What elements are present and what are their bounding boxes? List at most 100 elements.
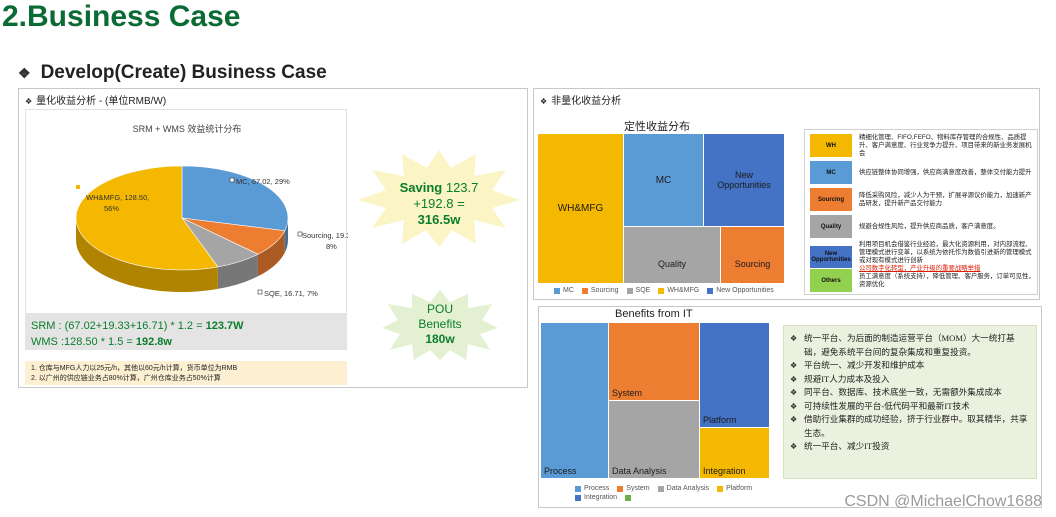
diamond-bullet-icon: ❖ [790, 388, 798, 397]
saving-value: 123.7 [445, 180, 479, 195]
nonquant-row-desc-text: 利用项目机会借鉴行业经验，最大化资源利用，对内部流程、管理模式进行变革，以系统为… [859, 241, 1032, 264]
legend-swatch-icon [581, 287, 588, 294]
legend-swatch-icon [575, 485, 581, 492]
pie-side-sqe [217, 254, 258, 289]
calc-wms: WMS :128.50 * 1.5 = 192.8w [31, 334, 341, 350]
nq-legend-item: New Opportunities [707, 287, 774, 294]
pie-label-marker-mc [229, 177, 235, 183]
pie-side-whmfg [76, 218, 218, 292]
saving-line2: +192.8 = [413, 196, 465, 211]
notes-box: 1. 仓库与MFG人力以25元/h，其他以60元/h计算，货币单位为RMB 2.… [25, 361, 347, 385]
diamond-bullet-icon: ❖ [18, 65, 31, 81]
nonquant-row-desc: 规避合规性风险，提升供应商品质，客户满意度。 [859, 223, 1035, 231]
diamond-bullet-icon: ❖ [790, 415, 798, 424]
nonquant-row-desc: 降低采购风险，减少人为干预，扩展寻源议价能力，加速新产品研发，提升新产品交付能力 [859, 192, 1035, 208]
qualitative-treemap: WH&MFG MC New Opportunities Quality Sour… [538, 134, 784, 283]
treemap-cell-quality: Quality [624, 227, 720, 283]
nonquant-row: Sourcing 降低采购风险，减少人为干预，扩展寻源议价能力，加速新产品研发，提… [809, 187, 1035, 212]
pie-data-label-sourcing: 8% [326, 242, 337, 251]
legend-swatch-icon [717, 485, 724, 492]
page-title: 2.Business Case [2, 0, 241, 33]
legend-label: System [626, 485, 650, 492]
legend-label: Process [584, 485, 610, 492]
it-benefit-list: ❖ 统一平台、为后面的制造运营平台（MOM）大一统打基础，避免系统平台间的复杂集成… [783, 325, 1037, 479]
pie-chart-title: SRM + WMS 效益统计分布 [132, 124, 242, 134]
nq-legend-item: SQE [626, 287, 650, 294]
pou-line2: Benefits [418, 317, 462, 331]
note-2: 2. 以广州的供应链业务占80%计算，广州仓库业务占50%计算 [31, 375, 221, 382]
treemap-title: 定性收益分布 [624, 121, 690, 133]
pie-side-sourcing [257, 230, 285, 277]
pou-burst-shape [382, 290, 498, 360]
pie-data-label-sqe: SQE, 16.71, 7% [264, 289, 318, 298]
saving-text: Saving 123.7 +192.8 = 316.5w [376, 180, 502, 228]
pie-slice-mc [181, 165, 289, 232]
it-cell-data-analysis: Data Analysis [609, 401, 699, 478]
legend-label: Integration [584, 494, 618, 501]
nonquant-row-desc: 利用项目机会借鉴行业经验，最大化资源利用，对内部流程、管理模式进行变革，以系统为… [859, 241, 1035, 273]
pie-side-mc [284, 218, 288, 253]
nonquant-row-desc-text: 降低采购风险，减少人为干预，扩展寻源议价能力，加速新产品研发，提升新产品交付能力 [859, 191, 1032, 207]
nonquant-row-desc: 精细化管理、FIFO,FEFO、物料库存管理的合规性、品质提升、客户满意度、行业… [859, 134, 1035, 158]
pie-label-marker-sqe [257, 289, 263, 295]
nonquant-row: New Opportunities 利用项目机会借鉴行业经验，最大化资源利用，对内… [809, 241, 1035, 273]
nonquant-row-desc-text: 规避合规性风险，提升供应商品质，客户满意度。 [859, 222, 1000, 230]
nonquant-row-desc-text: 精细化管理、FIFO,FEFO、物料库存管理的合规性、品质提升、客户满意度、行业… [859, 133, 1032, 157]
saving-burst-shape [358, 150, 520, 247]
saving-burst [358, 150, 520, 247]
it-legend-item: Platform [717, 485, 752, 492]
diamond-bullet-icon: ❖ [790, 401, 798, 411]
diamond-bullet-icon: ❖ [790, 442, 798, 451]
it-label-system: System [612, 388, 643, 398]
pou-value: 180w [425, 332, 455, 346]
treemap-cell-mc: MC [624, 134, 703, 226]
it-benefit-text: 同平台、数据库、技术底坐一致，无需额外集成成本 [804, 387, 1002, 397]
calc-wms-result: 192.8w [135, 336, 172, 348]
nonquant-row: MC 供应链整体协同增强，供应商满意度改善，整体交付能力提升 [809, 160, 1035, 185]
nq-legend-item: Sourcing [581, 287, 619, 294]
nonquant-row-desc: 员工满意度（系统支持），降低管理、客户服务，订单可见性，资源优化 [859, 273, 1035, 289]
legend-label: MC [563, 287, 574, 294]
it-benefit-item: ❖ 规避IT人力成本及投入 [790, 373, 1030, 387]
it-benefit-text: 规避IT人力成本及投入 [804, 373, 890, 384]
it-cell-process: Process [541, 323, 608, 478]
pie-label-marker-whmfg [76, 185, 80, 189]
calc-wms-formula: WMS :128.50 * 1.5 = [31, 336, 136, 348]
pie-data-label-mc: MC, 67.02, 29% [236, 177, 290, 186]
pie-label-marker-sourcing [297, 231, 303, 237]
treemap-label-sourcing: Sourcing [734, 259, 771, 269]
pou-text: POU Benefits 180w [400, 302, 480, 347]
it-benefit-item: ❖ 可持续性发展的平台-低代码平和最新IT技术 [790, 400, 1030, 414]
it-label-process: Process [544, 466, 577, 476]
legend-swatch-icon [617, 485, 624, 492]
it-panel: Benefits from IT Process System Data Ana… [538, 306, 1042, 508]
pie-chart: WH&MFG, 128.50, 56% MC, 67.02, 29% Sourcing… [75, 165, 348, 298]
nonquant-row-label: New Opportunities [809, 244, 853, 270]
treemap-cell-new-opportunities: New Opportunities [704, 134, 784, 226]
nonquant-row-desc-text: 供应链整体协同增强，供应商满意度改善，整体交付能力提升 [859, 168, 1032, 176]
pie-chart-area: SRM + WMS 效益统计分布 WH&MFG, 128.50, 56% MC, 6… [25, 109, 348, 314]
nonquant-panel-title: ❖ 非量化收益分析 [540, 92, 621, 107]
legend-swatch-icon [707, 287, 714, 294]
nonquant-row: WH 精细化管理、FIFO,FEFO、物料库存管理的合规性、品质提升、客户满意度、… [809, 133, 1035, 158]
it-cell-integration: Platform [700, 323, 769, 427]
nonquant-row: Others 员工满意度（系统支持），降低管理、客户服务，订单可见性，资源优化 [809, 268, 1035, 293]
quant-panel-title: ❖ 量化收益分析 - (单位RMB/W) [25, 92, 166, 107]
treemap-label-new-opportunities: New Opportunities [717, 170, 771, 190]
it-legend: Process System Data Analysis Platform Integr… [575, 485, 775, 501]
it-cell-platform: Integration [700, 428, 769, 478]
calc-box: SRM : (67.02+19.33+16.71) * 1.2 = 123.7W… [25, 314, 347, 350]
legend-label: Sourcing [590, 287, 619, 294]
section-subtitle: ❖ Develop(Create) Business Case [18, 62, 327, 84]
it-benefit-text: 统一平台、为后面的制造运营平台（MOM）大一统打基础，避免系统平台间的复杂集成和… [804, 333, 1015, 357]
treemap-label-whmfg: WH&MFG [557, 203, 604, 214]
it-treemap: Process System Data Analysis Platform In… [541, 323, 769, 478]
calc-srm: SRM : (67.02+19.33+16.71) * 1.2 = 123.7W [31, 318, 341, 334]
saving-label: Saving [399, 180, 443, 195]
it-benefit-item: ❖ 借助行业集群的成功经验，挤于行业群中。取其精华，共享生态。 [790, 413, 1030, 440]
it-legend-item: System [617, 485, 650, 492]
it-benefit-text: 可持续性发展的平台-低代码平和最新IT技术 [804, 400, 970, 411]
nonquant-descriptions: WH 精细化管理、FIFO,FEFO、物料库存管理的合规性、品质提升、客户满意度、… [804, 129, 1038, 295]
nonquant-row-label: Quality [809, 214, 853, 239]
nonquant-row: Quality 规避合规性风险，提升供应商品质，客户满意度。 [809, 214, 1035, 239]
